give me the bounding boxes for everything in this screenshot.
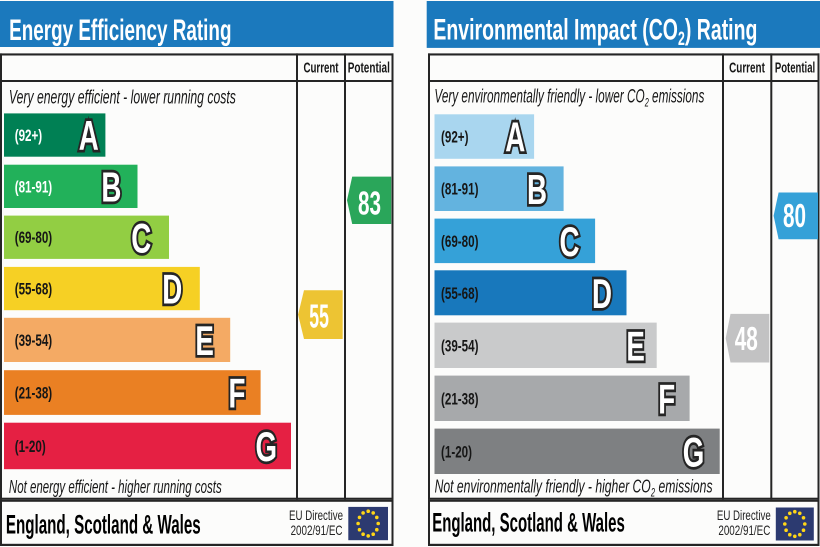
- svg-text:Very energy efficient - lower: Very energy efficient - lower running co…: [9, 88, 236, 108]
- svg-text:55: 55: [309, 297, 329, 334]
- svg-text:Environmental Impact (CO: Environmental Impact (CO: [433, 13, 678, 46]
- svg-text:(39-54): (39-54): [441, 337, 479, 356]
- svg-text:2: 2: [678, 30, 685, 50]
- svg-text:(21-38): (21-38): [15, 384, 53, 403]
- svg-text:F: F: [228, 370, 245, 417]
- svg-text:C: C: [559, 218, 579, 265]
- svg-text:Potential: Potential: [775, 59, 815, 75]
- svg-text:emissions: emissions: [655, 477, 713, 497]
- svg-text:(81-91): (81-91): [441, 181, 479, 200]
- svg-text:D: D: [162, 266, 182, 313]
- svg-text:EU Directive: EU Directive: [717, 509, 771, 524]
- svg-text:E: E: [626, 323, 644, 370]
- svg-text:B: B: [101, 164, 121, 211]
- svg-text:Energy Efficiency Rating: Energy Efficiency Rating: [9, 14, 231, 48]
- svg-text:A: A: [505, 114, 525, 161]
- svg-text:(69-80): (69-80): [441, 233, 479, 252]
- svg-text:F: F: [658, 376, 675, 423]
- svg-text:Current: Current: [729, 60, 765, 76]
- svg-text:England, Scotland & Wales: England, Scotland & Wales: [6, 509, 201, 540]
- svg-text:(55-68): (55-68): [441, 285, 479, 304]
- svg-text:) Rating: ) Rating: [685, 13, 757, 46]
- svg-text:B: B: [527, 166, 547, 213]
- svg-text:Very environmentally friendly: Very environmentally friendly - lower CO: [434, 87, 644, 107]
- svg-text:(81-91): (81-91): [15, 178, 53, 197]
- svg-text:(69-80): (69-80): [15, 229, 53, 248]
- svg-text:(55-68): (55-68): [15, 280, 53, 299]
- svg-text:A: A: [79, 112, 99, 159]
- svg-text:(1-20): (1-20): [441, 443, 472, 462]
- svg-text:Current: Current: [303, 60, 338, 76]
- svg-text:E: E: [195, 317, 213, 364]
- svg-text:G: G: [683, 429, 705, 476]
- svg-text:(92+): (92+): [441, 129, 469, 148]
- svg-text:(1-20): (1-20): [15, 438, 46, 457]
- svg-text:2: 2: [650, 487, 655, 500]
- svg-text:48: 48: [735, 320, 758, 357]
- svg-text:(39-54): (39-54): [15, 332, 53, 351]
- svg-text:EU Directive: EU Directive: [289, 509, 343, 524]
- svg-text:2: 2: [644, 97, 649, 110]
- svg-text:Potential: Potential: [348, 60, 390, 76]
- svg-text:G: G: [256, 423, 278, 470]
- svg-text:emissions: emissions: [649, 87, 705, 107]
- svg-text:80: 80: [783, 197, 806, 234]
- svg-text:England, Scotland & Wales: England, Scotland & Wales: [432, 507, 625, 538]
- svg-text:Not environmentally friendly -: Not environmentally friendly - higher CO: [435, 477, 651, 497]
- svg-text:(92+): (92+): [15, 127, 43, 146]
- svg-text:(21-38): (21-38): [441, 390, 479, 409]
- svg-text:2002/91/EC: 2002/91/EC: [291, 522, 343, 538]
- svg-text:D: D: [592, 270, 612, 317]
- svg-text:C: C: [131, 215, 151, 262]
- svg-text:83: 83: [358, 184, 381, 221]
- svg-text:Not energy efficient - higher: Not energy efficient - higher running co…: [9, 477, 222, 497]
- svg-text:2002/91/EC: 2002/91/EC: [718, 522, 770, 538]
